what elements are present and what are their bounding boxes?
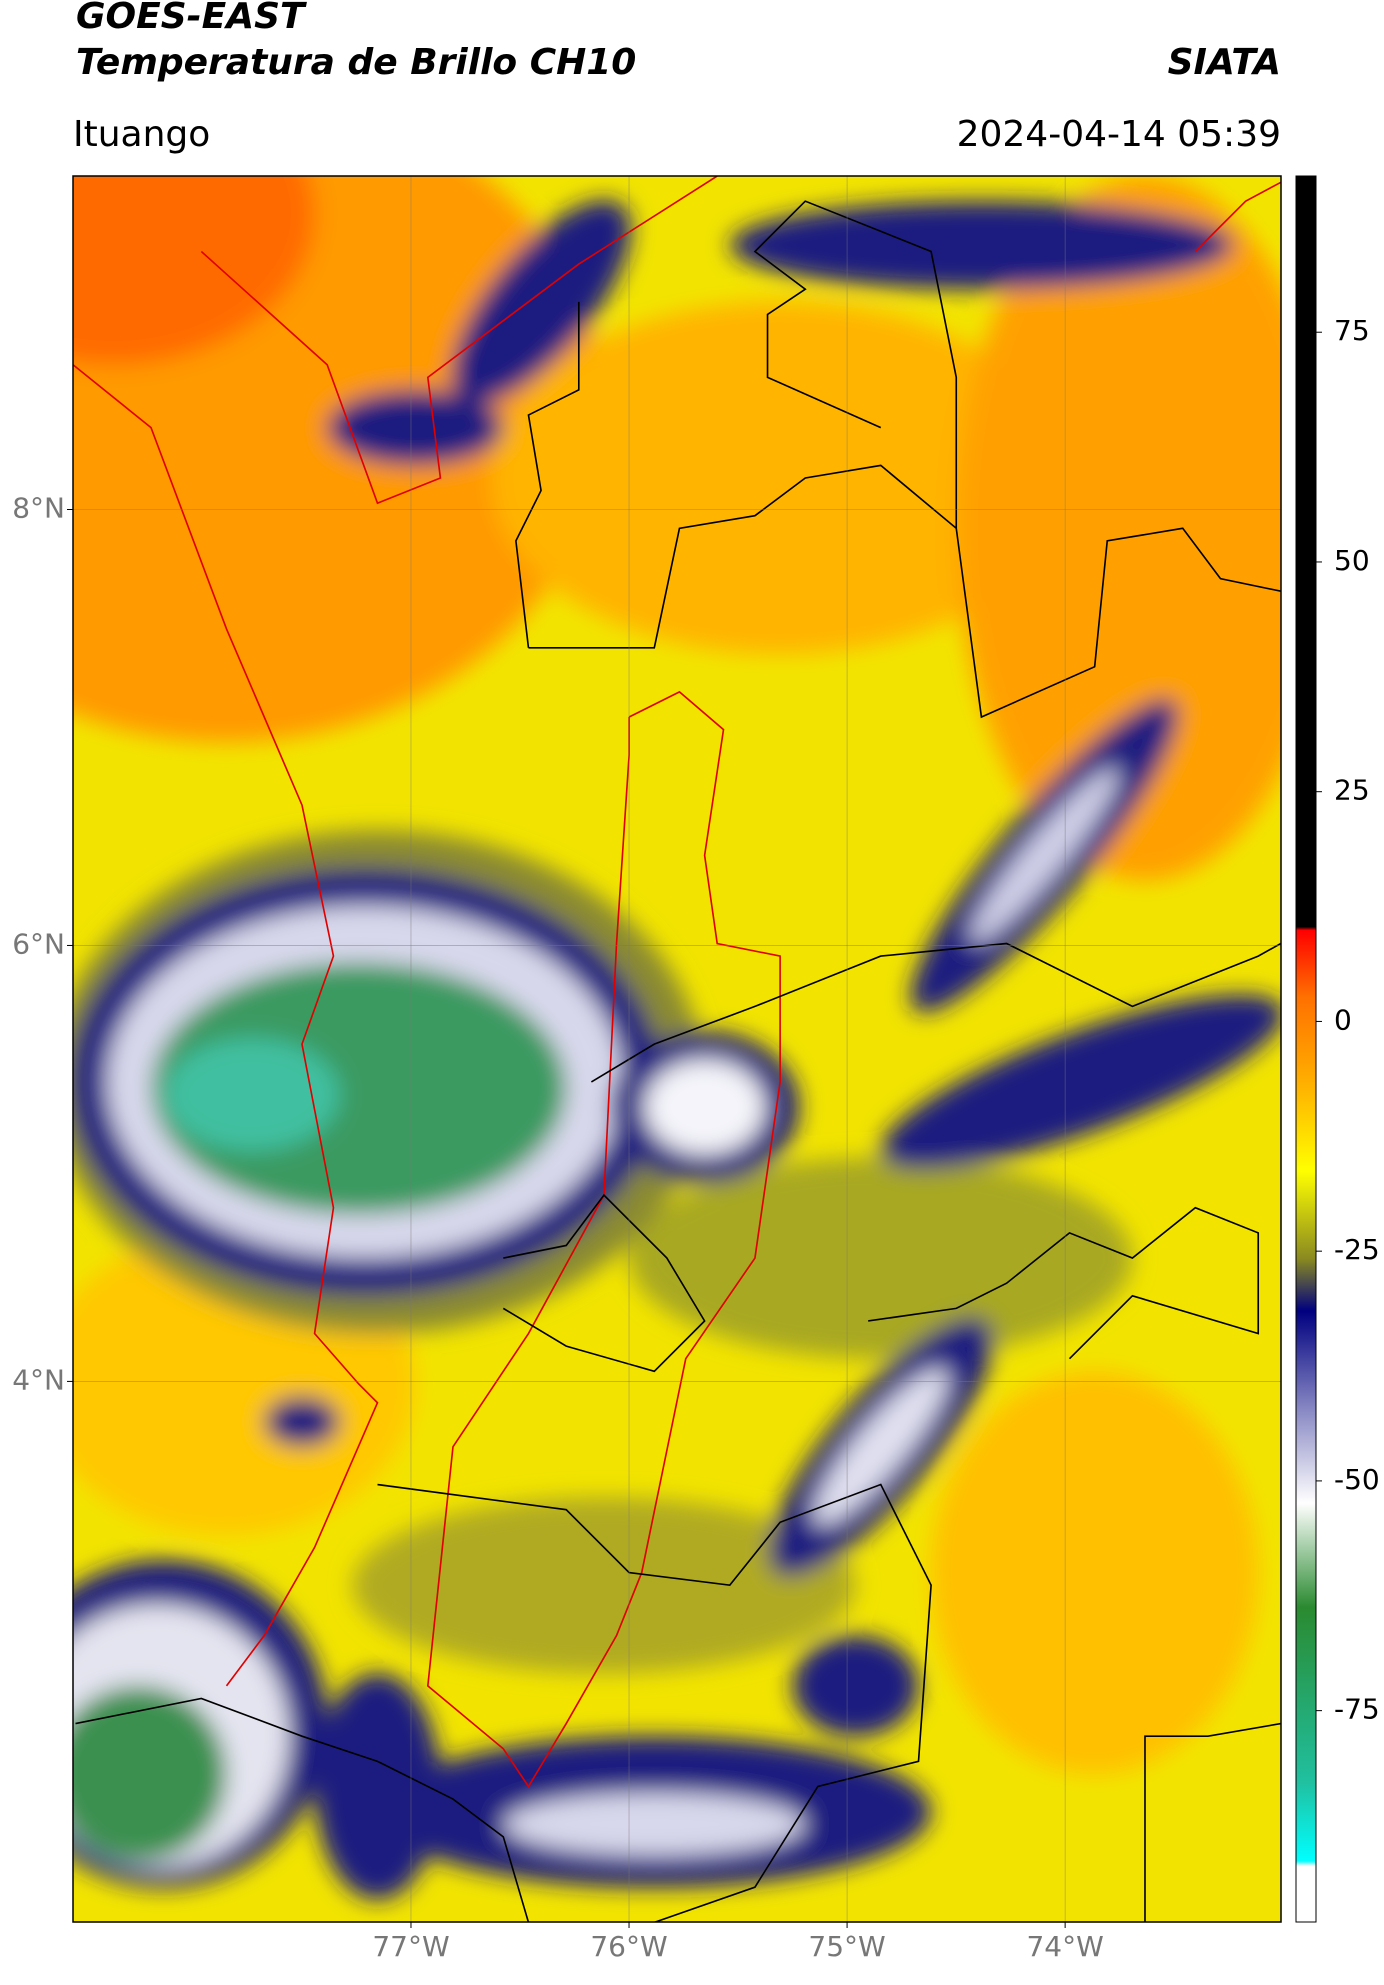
colorbar: [1295, 175, 1317, 1923]
colorbar-tick-label: 25: [1334, 774, 1370, 807]
colorbar-tick-label: 0: [1334, 1003, 1352, 1036]
source: SIATA: [1168, 42, 1281, 83]
lat-tick-label: 6°N: [12, 927, 65, 960]
subtitle: Temperatura de Brillo CH10: [76, 42, 636, 83]
colorbar-tick-label: 75: [1334, 314, 1370, 347]
map-frame: [72, 175, 1282, 1923]
satellite-image: [73, 176, 1281, 1922]
grid: [73, 176, 1281, 1922]
lat-tick-label: 8°N: [12, 492, 65, 525]
lon-tick-label: 75°W: [808, 1930, 885, 1963]
lon-tick-label: 74°W: [1026, 1930, 1103, 1963]
title: GOES-EAST: [76, 0, 307, 37]
colorbar-tick-label: -50: [1334, 1463, 1380, 1496]
colorbar-tick-label: -75: [1334, 1693, 1380, 1726]
colorbar-tick-label: 50: [1334, 544, 1370, 577]
colorbar-tick-label: -25: [1334, 1233, 1380, 1266]
lon-tick-label: 76°W: [590, 1930, 667, 1963]
lon-tick-label: 77°W: [372, 1930, 449, 1963]
lat-tick-label: 4°N: [12, 1363, 65, 1396]
location: Ituango: [73, 114, 210, 155]
timestamp: 2024-04-14 05:39: [957, 114, 1281, 155]
